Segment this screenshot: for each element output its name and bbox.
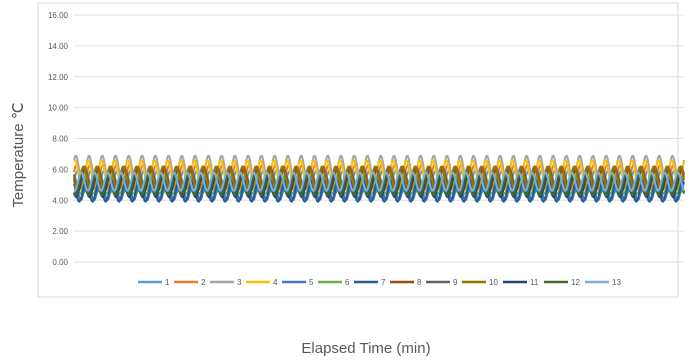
legend-label-1: 1 (165, 278, 170, 287)
legend-label-9: 9 (453, 278, 458, 287)
series-lines (73, 154, 685, 203)
y-tick-label: 6.00 (52, 165, 68, 174)
legend-label-13: 13 (612, 278, 621, 287)
y-tick-label: 0.00 (52, 258, 68, 267)
chart-area-border (37, 2, 679, 298)
y-tick-label: 10.00 (48, 104, 69, 113)
legend-label-3: 3 (237, 278, 242, 287)
y-tick-label: 14.00 (48, 42, 69, 51)
legend-label-7: 7 (381, 278, 386, 287)
y-axis-label: Temperature ℃ (10, 102, 27, 207)
legend-label-8: 8 (417, 278, 422, 287)
legend-label-4: 4 (273, 278, 278, 287)
x-axis-label: Elapsed Time (min) (301, 340, 430, 357)
legend-label-6: 6 (345, 278, 350, 287)
y-tick-label: 4.00 (52, 196, 68, 205)
legend-label-12: 12 (571, 278, 580, 287)
y-tick-labels: 0.00 2.00 4.00 6.00 8.00 10.00 12.00 14.00 16.00 (48, 11, 69, 267)
legend-label-2: 2 (201, 278, 206, 287)
y-tick-label: 8.00 (52, 135, 68, 144)
legend-label-5: 5 (309, 278, 314, 287)
y-tick-label: 16.00 (48, 11, 69, 20)
legend-label-10: 10 (489, 278, 498, 287)
legend-label-11: 11 (530, 278, 539, 287)
y-tick-label: 2.00 (52, 227, 68, 236)
legend: 1 2 3 4 5 6 7 8 9 10 11 12 13 (138, 278, 621, 287)
series-line-13 (73, 171, 685, 192)
y-tick-label: 12.00 (48, 73, 69, 82)
